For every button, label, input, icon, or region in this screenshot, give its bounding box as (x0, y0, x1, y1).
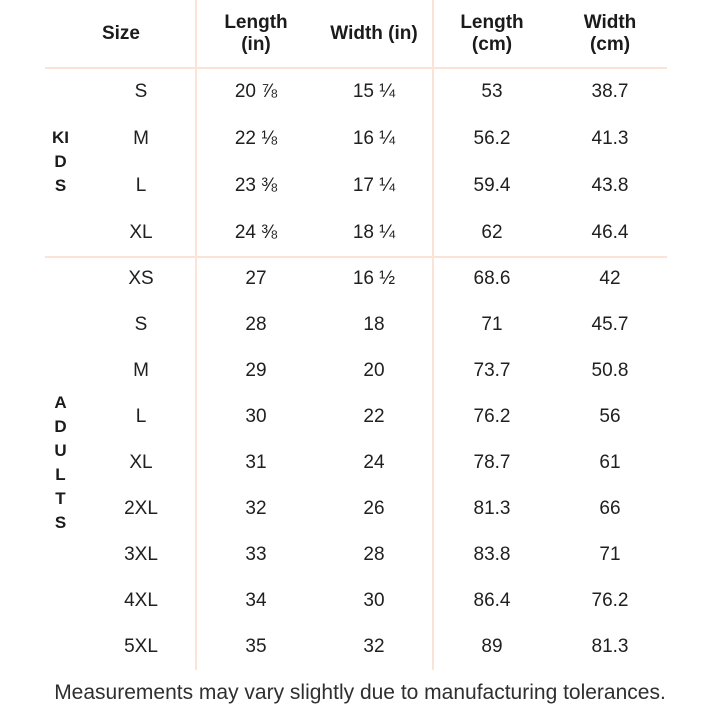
size-cell: 2XL (124, 498, 158, 519)
table-header-row: Size Length (in) Width (in) Length (cm) … (0, 0, 720, 68)
size-cell: L (135, 406, 147, 427)
vertical-divider-units (432, 0, 434, 670)
length-in-cell: 35 (245, 636, 267, 657)
header-width-in: Width (in) (330, 23, 418, 44)
width-in-cell: 26 (363, 498, 385, 519)
header-width-cm: Width (cm) (583, 12, 637, 55)
length-in-cell: 20 ⅞ (234, 80, 278, 102)
width-cm-cell: 81.3 (591, 636, 629, 657)
width-cm-cell: 46.4 (591, 221, 629, 243)
kids-section: KIDS S 20 ⅞ 15 ¼ 53 38.7 M 22 ⅛ 16 ¼ 56.… (0, 68, 720, 256)
width-in-cell: 20 (363, 360, 385, 381)
size-cell: XL (129, 221, 153, 243)
size-cell: M (133, 127, 149, 149)
width-cm-cell: 76.2 (591, 590, 629, 611)
length-cm-cell: 53 (481, 80, 503, 102)
width-in-cell: 22 (363, 406, 385, 427)
tolerance-note: Measurements may vary slightly due to ma… (54, 681, 666, 704)
width-cm-cell: 41.3 (591, 127, 629, 149)
size-cell: 3XL (124, 544, 158, 565)
kids-group-label: KIDS (52, 128, 69, 195)
horizontal-divider-groups (45, 256, 667, 258)
width-cm-cell: 50.8 (591, 360, 629, 381)
length-in-cell: 29 (245, 360, 267, 381)
width-in-cell: 16 ¼ (352, 127, 396, 149)
length-cm-cell: 81.3 (473, 498, 511, 519)
width-cm-cell: 42 (599, 268, 621, 289)
length-cm-cell: 73.7 (473, 360, 511, 381)
width-cm-cell: 38.7 (591, 80, 629, 102)
length-in-cell: 30 (245, 406, 267, 427)
length-in-cell: 23 ⅜ (234, 174, 278, 196)
width-in-cell: 16 ½ (352, 268, 396, 289)
header-length-in: Length (in) (224, 12, 288, 55)
width-in-cell: 28 (363, 544, 385, 565)
length-in-cell: 31 (245, 452, 267, 473)
length-cm-cell: 78.7 (473, 452, 511, 473)
length-cm-cell: 89 (481, 636, 503, 657)
width-in-cell: 17 ¼ (352, 174, 396, 196)
length-in-cell: 24 ⅜ (234, 221, 278, 243)
length-cm-cell: 71 (481, 314, 503, 335)
length-in-cell: 33 (245, 544, 267, 565)
width-in-cell: 24 (363, 452, 385, 473)
width-in-cell: 18 ¼ (352, 221, 396, 243)
width-in-cell: 18 (363, 314, 385, 335)
length-cm-cell: 59.4 (473, 174, 511, 196)
size-cell: S (134, 80, 148, 102)
length-in-cell: 34 (245, 590, 267, 611)
width-cm-cell: 66 (599, 498, 621, 519)
width-cm-cell: 61 (599, 452, 621, 473)
length-in-cell: 27 (245, 268, 267, 289)
length-cm-cell: 56.2 (473, 127, 511, 149)
horizontal-divider-header (45, 67, 667, 69)
width-cm-cell: 56 (599, 406, 621, 427)
adults-section: ADULTS XS 27 16 ½ 68.6 42 S 28 18 71 45.… (0, 256, 720, 670)
length-in-cell: 22 ⅛ (234, 127, 278, 149)
length-cm-cell: 68.6 (473, 268, 511, 289)
length-cm-cell: 62 (481, 221, 503, 243)
size-cell: M (133, 360, 149, 381)
vertical-divider-size (195, 0, 197, 670)
size-cell: 4XL (124, 590, 158, 611)
width-in-cell: 30 (363, 590, 385, 611)
width-in-cell: 15 ¼ (352, 80, 396, 102)
length-in-cell: 32 (245, 498, 267, 519)
header-size: Size (101, 23, 141, 44)
width-cm-cell: 45.7 (591, 314, 629, 335)
length-in-cell: 28 (245, 314, 267, 335)
length-cm-cell: 83.8 (473, 544, 511, 565)
adults-group-label: ADULTS (54, 393, 67, 532)
width-cm-cell: 43.8 (591, 174, 629, 196)
size-cell: XS (128, 268, 154, 289)
width-cm-cell: 71 (599, 544, 621, 565)
size-cell: 5XL (124, 636, 158, 657)
size-cell: XL (129, 452, 153, 473)
header-length-cm: Length (cm) (460, 12, 524, 55)
length-cm-cell: 86.4 (473, 590, 511, 611)
size-cell: L (135, 174, 147, 196)
size-cell: S (134, 314, 148, 335)
width-in-cell: 32 (363, 636, 385, 657)
length-cm-cell: 76.2 (473, 406, 511, 427)
